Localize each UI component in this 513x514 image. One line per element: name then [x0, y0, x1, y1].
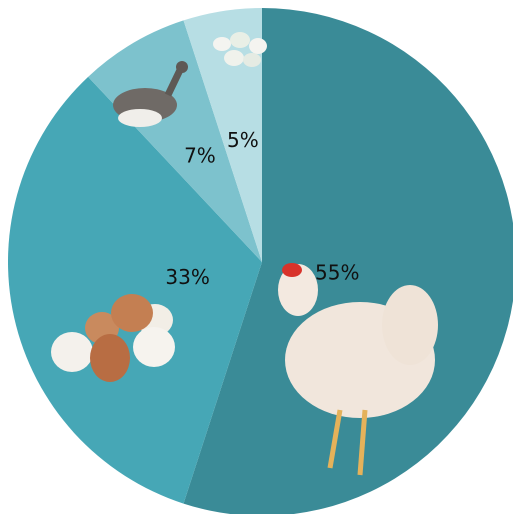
data-label: 55%: [315, 260, 359, 284]
data-label: 33%: [165, 265, 209, 289]
chart: 55% 33% 7% 5%: [0, 0, 513, 514]
data-label: 7%: [184, 144, 216, 168]
data-label: 5%: [227, 128, 259, 152]
slices: [8, 8, 513, 514]
